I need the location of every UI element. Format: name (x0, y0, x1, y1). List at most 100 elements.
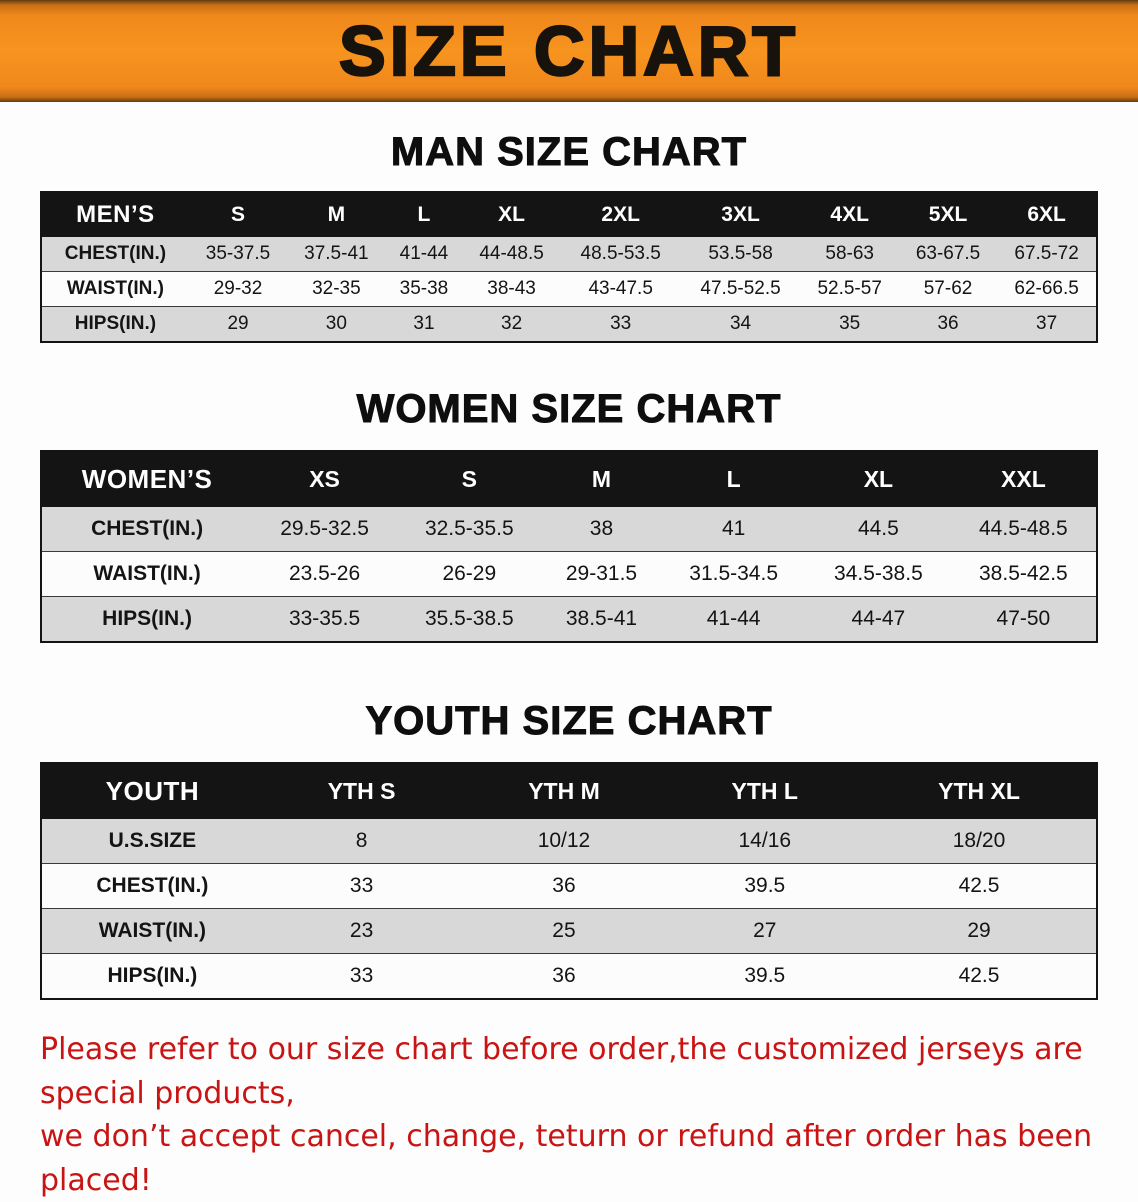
section-women: WOMEN SIZE CHART WOMEN’S XS S M L XL XXL CHEST(… (0, 387, 1138, 643)
value-cell: 30 (325, 313, 347, 334)
table-header-row: YOUTH YTH S YTH M YTH L YTH XL (41, 763, 1097, 819)
size-header-cell: M (287, 192, 386, 237)
value-cell: 41-44 (706, 607, 761, 630)
order-notice: Please refer to our size chart before or… (40, 1028, 1098, 1202)
row-label-cell: CHEST(IN.) (41, 507, 253, 552)
value-cell: 32.5-35.5 (396, 507, 542, 552)
table-title-cell: YOUTH (41, 763, 263, 819)
measurement-row: CHEST(IN.) 35-37.5 37.5-41 41-44 44-48.5 48.5… (41, 237, 1097, 272)
value-cell: 44.5-48.5 (950, 507, 1097, 552)
measurement-row: CHEST(IN.) 29.5-32.5 32.5-35.5 38 41 44.5 44.5… (41, 507, 1097, 552)
value-cell: 39.5 (667, 863, 863, 909)
value-cell: 32-35 (287, 271, 386, 307)
size-header-cell: YTH XL (862, 763, 1097, 819)
value-cell: 23.5-26 (252, 551, 397, 597)
value-cell: 36 (937, 313, 959, 334)
youth-size-table: YOUTH YTH S YTH M YTH L YTH XL U.S.SIZE 8 10/12… (40, 762, 1098, 1000)
measurement-row: HIPS(IN.) 33-35.5 35.5-38.5 38.5-41 41-44 44-… (41, 596, 1097, 642)
value-cell: 57-62 (898, 271, 998, 307)
row-label-cell: HIPS(IN.) (74, 313, 157, 334)
value-cell: 32 (501, 313, 523, 334)
value-cell: 47.5-52.5 (680, 271, 801, 307)
value-cell: 44.5 (806, 507, 951, 552)
value-cell: 29-31.5 (541, 551, 662, 597)
size-header-cell: M (541, 451, 662, 507)
size-header-cell: L (661, 451, 807, 507)
row-label-cell: CHEST(IN.) (41, 863, 263, 909)
size-header-cell: YTH L (667, 763, 863, 819)
size-header-cell: YTH M (460, 763, 668, 819)
value-cell: 33 (262, 863, 461, 909)
man-size-table: MEN’S S M L XL 2XL 3XL 4XL 5XL 6XL CHEST(IN.) 35-37… (40, 191, 1098, 343)
size-header-cell: XL (806, 451, 951, 507)
table-title-cell: MEN’S (41, 192, 189, 237)
value-cell: 41 (661, 507, 807, 552)
value-cell: 38 (541, 507, 662, 552)
value-cell: 43-47.5 (560, 271, 681, 307)
value-cell: 53.5-58 (680, 237, 801, 272)
size-header-cell: S (188, 192, 288, 237)
table-header-row: MEN’S S M L XL 2XL 3XL 4XL 5XL 6XL (41, 192, 1097, 237)
value-cell: 14/16 (667, 819, 863, 864)
women-section-heading: WOMEN SIZE CHART (356, 387, 782, 432)
value-cell: 67.5-72 (997, 237, 1097, 272)
value-cell: 29-32 (188, 271, 288, 307)
value-cell: 48.5-53.5 (560, 237, 681, 272)
value-cell: 42.5 (958, 964, 1000, 987)
value-cell: 26-29 (396, 551, 542, 597)
row-label-cell: WAIST(IN.) (41, 551, 253, 597)
size-header-cell: XS (252, 451, 397, 507)
value-cell: 47-50 (996, 607, 1051, 630)
size-header-cell: L (385, 192, 463, 237)
value-cell: 29 (862, 908, 1097, 954)
women-size-table: WOMEN’S XS S M L XL XXL CHEST(IN.) 29.5-32.5 32.5… (40, 450, 1098, 643)
value-cell: 31 (413, 313, 435, 334)
man-section-heading: MAN SIZE CHART (390, 130, 748, 175)
table-title-cell: WOMEN’S (41, 451, 253, 507)
value-cell: 35 (839, 313, 861, 334)
value-cell: 41-44 (385, 237, 463, 272)
size-header-cell: 2XL (560, 192, 681, 237)
size-header-cell: S (396, 451, 542, 507)
value-cell: 52.5-57 (800, 271, 899, 307)
size-header-cell: 3XL (680, 192, 801, 237)
measurement-row: WAIST(IN.) 23 25 27 29 (41, 908, 1097, 954)
measurement-row: WAIST(IN.) 29-32 32-35 35-38 38-43 43-47.5 47.… (41, 271, 1097, 307)
value-cell: 35-37.5 (188, 237, 288, 272)
size-header-cell: YTH S (262, 763, 461, 819)
measurement-row: HIPS(IN.) 29 30 31 32 33 34 35 36 37 (41, 306, 1097, 342)
value-cell: 33 (610, 313, 632, 334)
measurement-row: U.S.SIZE 8 10/12 14/16 18/20 (41, 819, 1097, 864)
size-header-cell: XL (462, 192, 561, 237)
orange-banner: SIZE CHART (0, 0, 1138, 102)
measurement-row: WAIST(IN.) 23.5-26 26-29 29-31.5 31.5-34.5 34… (41, 551, 1097, 597)
value-cell: 27 (667, 908, 863, 954)
value-cell: 37.5-41 (287, 237, 386, 272)
section-man: MAN SIZE CHART MEN’S S M L XL 2XL 3XL 4XL 5XL 6XL… (0, 130, 1138, 343)
value-cell: 38.5-42.5 (950, 551, 1097, 597)
measurement-row: HIPS(IN.) 33 36 39.5 42.5 (41, 953, 1097, 999)
value-cell: 10/12 (460, 819, 668, 864)
row-label-cell: CHEST(IN.) (41, 237, 189, 272)
value-cell: 25 (460, 908, 668, 954)
row-label-cell: WAIST(IN.) (41, 908, 263, 954)
value-cell: 36 (460, 863, 668, 909)
value-cell: 33 (349, 964, 374, 987)
value-cell: 37 (1036, 313, 1058, 334)
measurement-row: CHEST(IN.) 33 36 39.5 42.5 (41, 863, 1097, 909)
row-label-cell: HIPS(IN.) (107, 964, 198, 987)
value-cell: 44-48.5 (462, 237, 561, 272)
value-cell: 34 (729, 313, 752, 334)
size-header-cell: 5XL (898, 192, 998, 237)
section-youth: YOUTH SIZE CHART YOUTH YTH S YTH M YTH L YTH… (0, 699, 1138, 1000)
row-label-cell: HIPS(IN.) (102, 607, 193, 630)
size-header-cell: 6XL (997, 192, 1097, 237)
value-cell: 38-43 (462, 271, 561, 307)
value-cell: 63-67.5 (898, 237, 998, 272)
size-header-cell: 4XL (800, 192, 899, 237)
value-cell: 39.5 (744, 964, 786, 987)
value-cell: 38.5-41 (565, 607, 638, 630)
value-cell: 34.5-38.5 (806, 551, 951, 597)
youth-section-heading: YOUTH SIZE CHART (365, 699, 773, 744)
